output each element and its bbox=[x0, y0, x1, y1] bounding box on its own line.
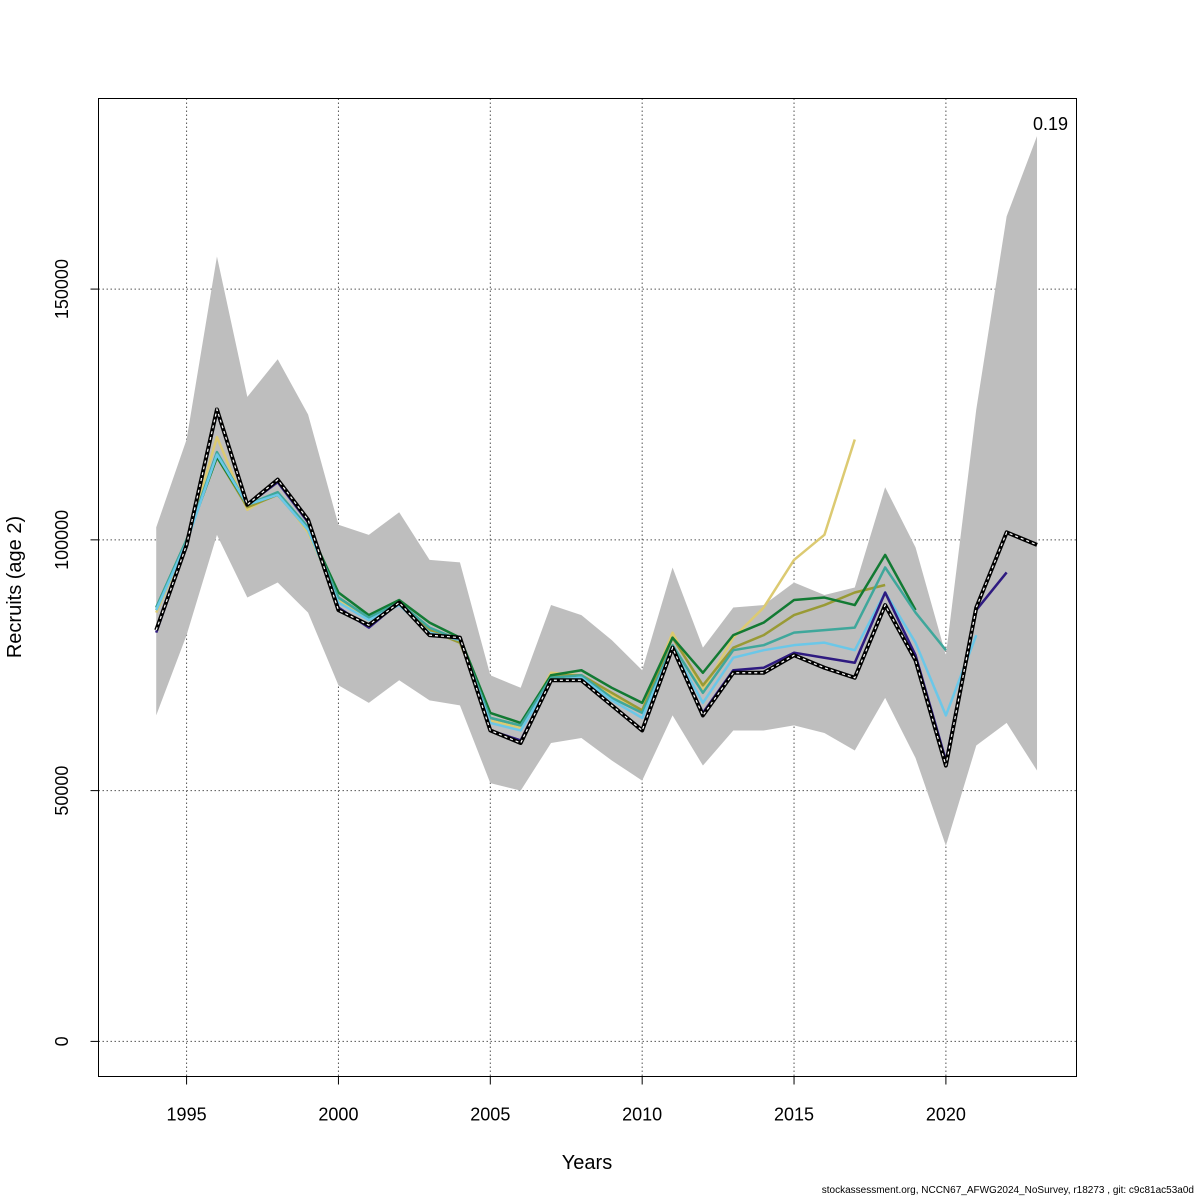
x-tick-label-2005: 2005 bbox=[470, 1105, 510, 1125]
plot-frame bbox=[98, 98, 1077, 1077]
x-tick-label-2015: 2015 bbox=[774, 1105, 814, 1125]
y-tick-label-0: 0 bbox=[52, 1036, 72, 1046]
x-tick-label-2020: 2020 bbox=[926, 1105, 966, 1125]
footer-text: stockassessment.org, NCCN67_AFWG2024_NoS… bbox=[821, 1185, 1194, 1196]
y-tick-label-150000: 150000 bbox=[52, 259, 72, 319]
y-axis-title: Recruits (age 2) bbox=[4, 516, 26, 658]
y-tick-label-50000: 50000 bbox=[52, 766, 72, 816]
series-line-3 bbox=[155, 450, 947, 727]
y-tick-label-100000: 100000 bbox=[52, 510, 72, 570]
x-tick-label-2010: 2010 bbox=[622, 1105, 662, 1125]
axes: 1995 2000 2005 2010 2015 2020 0 50000 100000 1500… bbox=[52, 259, 966, 1124]
x-tick-label-1995: 1995 bbox=[167, 1105, 207, 1125]
estimate-annotation: 0.19 bbox=[1033, 114, 1068, 134]
x-axis-title: Years bbox=[562, 1152, 612, 1174]
series-line-0 bbox=[155, 407, 1038, 766]
series-lines bbox=[154, 407, 1038, 768]
confidence-band bbox=[156, 136, 1038, 846]
x-tick-label-2000: 2000 bbox=[318, 1105, 358, 1125]
confidence-band-layer bbox=[156, 136, 1038, 846]
